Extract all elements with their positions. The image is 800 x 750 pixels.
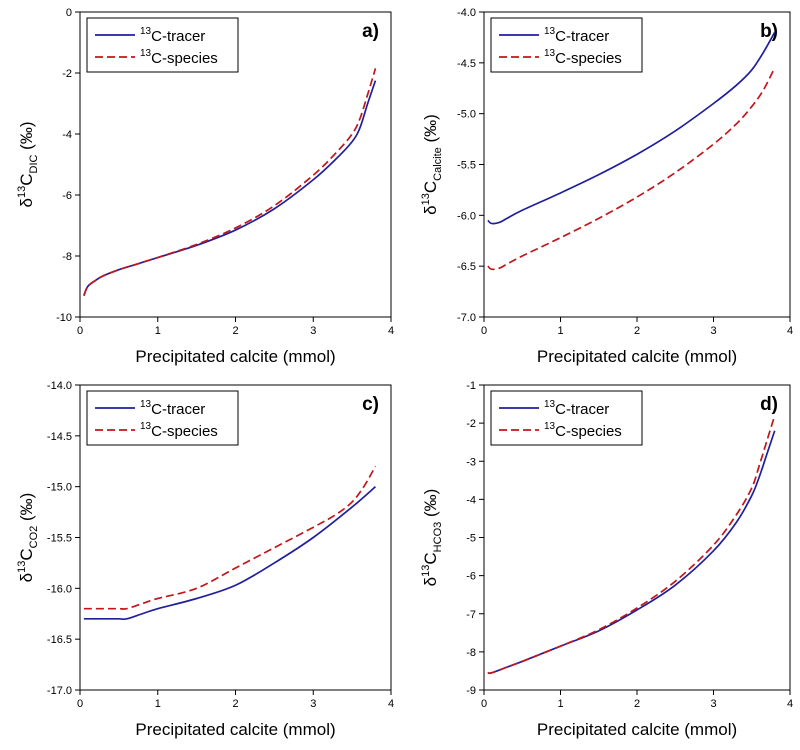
y-tick-label: -17.0: [47, 685, 72, 697]
y-tick-label: -10: [56, 312, 72, 324]
y-tick-label: -7: [466, 609, 476, 621]
legend: 13C-tracer 13C-species: [490, 17, 643, 73]
panel-label: d): [760, 394, 778, 415]
series-line-species: [83, 465, 377, 610]
x-tick-label: 0: [481, 698, 487, 710]
series-line-tracer: [487, 430, 776, 675]
y-tick-label: -6.5: [457, 261, 476, 273]
x-tick-label: 1: [557, 698, 563, 710]
legend-box: [490, 390, 643, 446]
y-tick-label: -4.0: [457, 7, 476, 19]
x-tick-label: 3: [710, 325, 716, 337]
chart-panel-a: 0 1 2 3 4 -10 -8 -6 -4 -2 0 Precipitated calcite (m…: [16, 7, 394, 366]
chart-panel-b: 0 1 2 3 4 -7.0 -6.5 -6.0 -5.5 -5.0 -4.5 -4.0 Precipi…: [420, 7, 793, 366]
series-line-species: [487, 415, 776, 675]
y-axis-title: δ13CCalcite (‰): [420, 114, 444, 215]
legend-label-tracer: 13C-tracer: [544, 26, 609, 45]
chart-panel-c: 0 1 2 3 4 -17.0 -16.5 -16.0 -15.5 -15.0 -14.5 -14.0…: [16, 380, 394, 739]
y-tick-label: -4.5: [457, 58, 476, 70]
legend-label-species: 13C-species: [544, 421, 622, 440]
x-tick-label: 4: [787, 325, 793, 337]
x-tick-label: 2: [634, 698, 640, 710]
panel-label: b): [760, 21, 778, 42]
x-tick-label: 3: [710, 698, 716, 710]
y-tick-label: -16.0: [47, 583, 72, 595]
x-tick-label: 0: [77, 325, 83, 337]
legend: 13C-tracer 13C-species: [490, 390, 643, 446]
x-tick-label: 4: [388, 325, 394, 337]
y-tick-label: -2: [466, 418, 476, 430]
y-tick-label: 0: [66, 7, 72, 19]
y-tick-label: -6.0: [457, 210, 476, 222]
y-tick-label: -4: [466, 494, 476, 506]
legend-label-species: 13C-species: [544, 48, 622, 67]
y-tick-label: -8: [466, 647, 476, 659]
panel-label: a): [362, 21, 379, 42]
y-tick-label: -1: [466, 380, 476, 392]
legend-label-tracer: 13C-tracer: [140, 399, 205, 418]
series-line-species: [83, 68, 377, 296]
legend-box: [86, 17, 239, 73]
legend-label-tracer: 13C-tracer: [544, 399, 609, 418]
y-tick-label: -6: [466, 571, 476, 583]
legend-label-species: 13C-species: [140, 421, 218, 440]
series-line-tracer: [83, 80, 377, 296]
series-line-tracer: [487, 31, 776, 225]
x-axis-title: Precipitated calcite (mmol): [135, 347, 335, 366]
y-tick-label: -3: [466, 456, 476, 468]
legend-label-tracer: 13C-tracer: [140, 26, 205, 45]
legend-box: [86, 390, 239, 446]
x-tick-label: 1: [557, 325, 563, 337]
series-line-species: [487, 67, 776, 271]
series-line-tracer: [83, 486, 377, 621]
y-axis-title: δ13CCO2 (‰): [16, 493, 40, 583]
x-axis-title: Precipitated calcite (mmol): [135, 720, 335, 739]
x-axis-title: Precipitated calcite (mmol): [537, 720, 737, 739]
x-tick-label: 2: [634, 325, 640, 337]
x-tick-label: 0: [481, 325, 487, 337]
y-tick-label: -14.0: [47, 380, 72, 392]
y-axis-title: δ13CHCO3 (‰): [420, 489, 444, 587]
y-tick-label: -9: [466, 685, 476, 697]
legend: 13C-tracer 13C-species: [86, 17, 239, 73]
panel-label: c): [362, 394, 379, 415]
y-tick-label: -16.5: [47, 634, 72, 646]
x-tick-label: 2: [232, 325, 238, 337]
x-tick-label: 3: [310, 325, 316, 337]
x-axis-title: Precipitated calcite (mmol): [537, 347, 737, 366]
y-tick-label: -5: [466, 533, 476, 545]
legend-label-species: 13C-species: [140, 48, 218, 67]
y-tick-label: -5.5: [457, 160, 476, 172]
x-tick-label: 1: [155, 325, 161, 337]
y-tick-label: -15.0: [47, 482, 72, 494]
y-tick-label: -7.0: [457, 312, 476, 324]
y-tick-label: -6: [62, 190, 72, 202]
legend: 13C-tracer 13C-species: [86, 390, 239, 446]
y-tick-label: -5.0: [457, 109, 476, 121]
legend-box: [490, 17, 643, 73]
y-tick-label: -4: [62, 129, 72, 141]
x-tick-label: 3: [310, 698, 316, 710]
chart-panel-d: 0 1 2 3 4 -9 -8 -7 -6 -5 -4 -3 -2 -1 Precipitated calc…: [420, 380, 793, 739]
x-tick-label: 2: [232, 698, 238, 710]
y-tick-label: -14.5: [47, 431, 72, 443]
x-tick-label: 0: [77, 698, 83, 710]
y-axis-title: δ13CDIC (‰): [16, 122, 40, 208]
y-tick-label: -2: [62, 68, 72, 80]
x-tick-label: 4: [388, 698, 394, 710]
x-tick-label: 1: [155, 698, 161, 710]
y-tick-label: -8: [62, 251, 72, 263]
y-tick-label: -15.5: [47, 533, 72, 545]
x-tick-label: 4: [787, 698, 793, 710]
